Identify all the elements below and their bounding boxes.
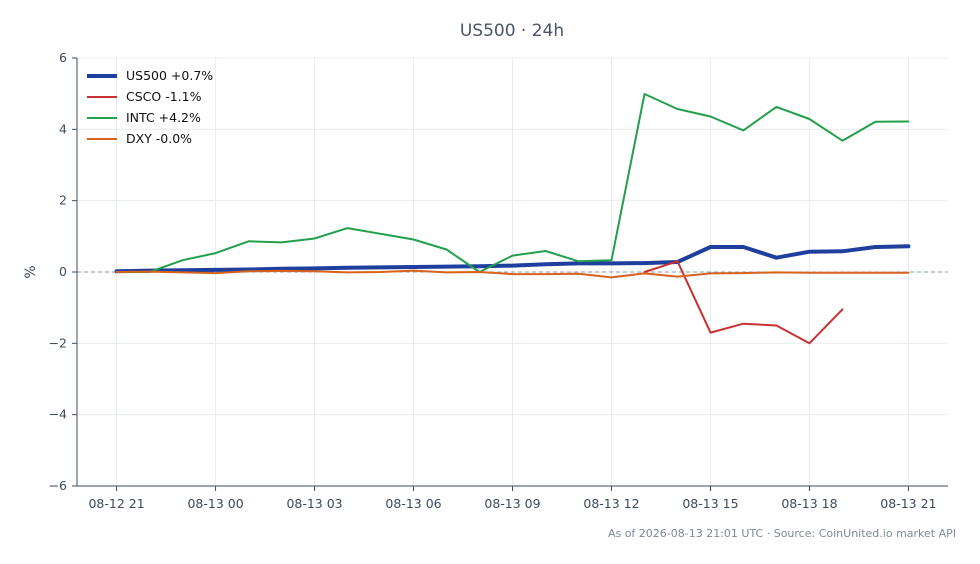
legend: US500 +0.7% CSCO -1.1% INTC +4.2% DXY -0.0%	[87, 68, 213, 146]
y-tick-label: 0	[59, 264, 67, 279]
x-tick-label: 08-13 15	[682, 496, 738, 511]
x-tick-label: 08-13 09	[484, 496, 540, 511]
series-line-2	[115, 93, 910, 273]
series-line-1	[643, 260, 844, 345]
legend-label: INTC +4.2%	[126, 110, 201, 125]
legend-label: CSCO -1.1%	[126, 89, 202, 104]
x-tick-label: 08-13 12	[583, 496, 639, 511]
series-group	[114, 93, 911, 345]
y-tick-label: −6	[49, 478, 67, 493]
y-tick-label: −2	[49, 335, 67, 350]
x-tick-label: 08-13 00	[187, 496, 243, 511]
x-tick-label: 08-13 06	[385, 496, 441, 511]
y-tick-label: 2	[59, 193, 67, 208]
y-axis-label: %	[23, 265, 39, 278]
x-tick-label: 08-13 18	[781, 496, 837, 511]
x-tick-label: 08-13 03	[286, 496, 342, 511]
tick-labels: −6 −4 −2 0 2 4 6 08-12 21 08-13 00 08-13 03 08-13 …	[49, 50, 937, 511]
x-tick-label: 08-13 21	[880, 496, 936, 511]
y-tick-label: 6	[59, 50, 67, 65]
series-line-3	[115, 269, 910, 279]
series-line-0	[114, 244, 911, 274]
x-tick-label: 08-12 21	[88, 496, 144, 511]
legend-label: US500 +0.7%	[126, 68, 213, 83]
y-tick-label: −4	[49, 407, 67, 422]
footer-source: As of 2026-08-13 21:01 UTC · Source: Coi…	[608, 527, 956, 540]
chart-title: US500 · 24h	[460, 21, 564, 41]
legend-label: DXY -0.0%	[126, 131, 192, 146]
y-tick-label: 4	[59, 121, 67, 136]
